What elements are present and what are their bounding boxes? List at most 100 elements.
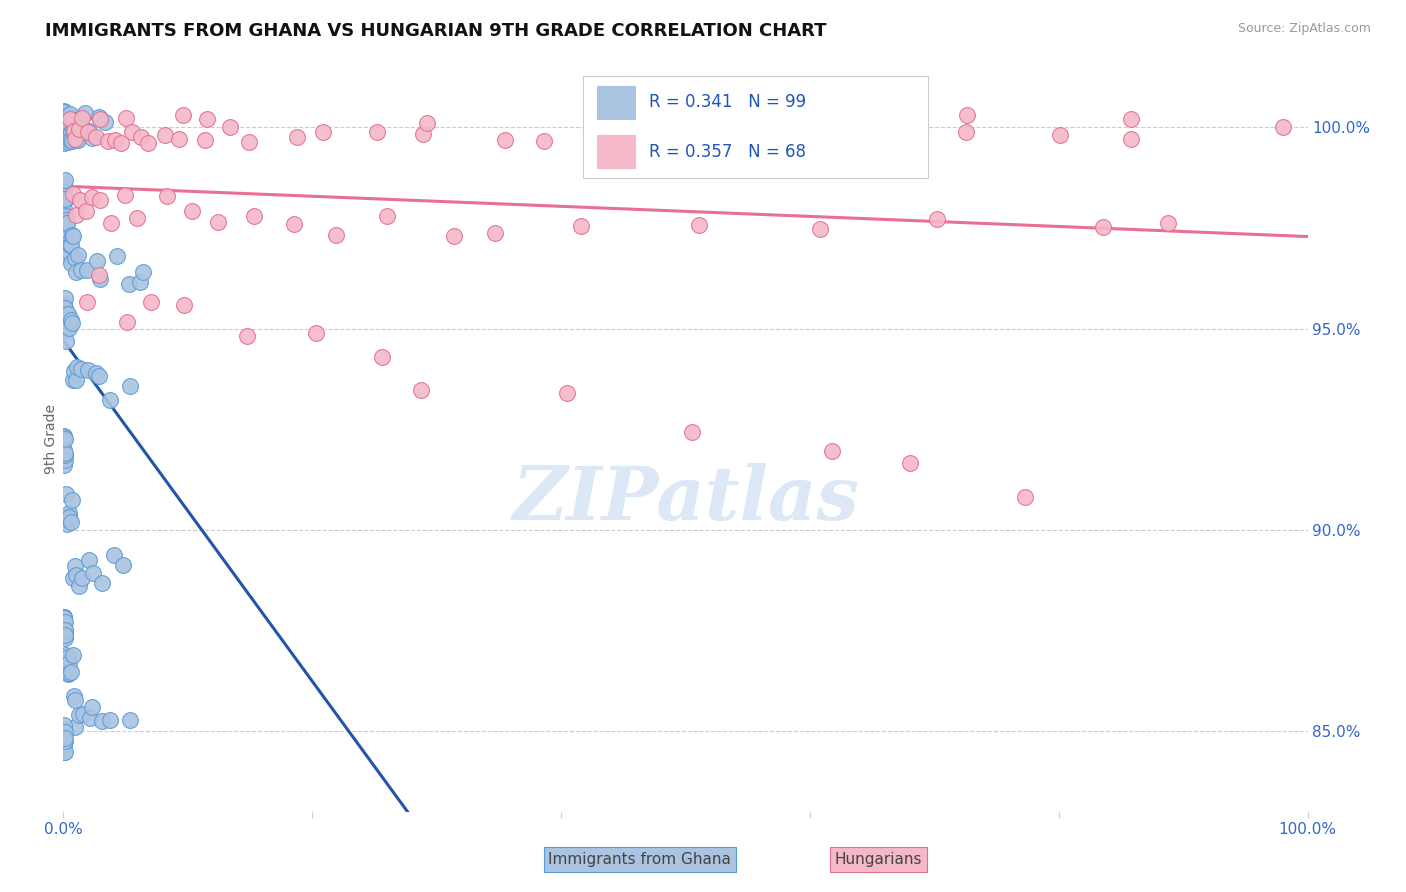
Point [305,326,328,340]
Point [118,378,141,392]
Point [53,132,76,146]
Point [53,609,76,624]
Point [53,116,76,130]
Point [53,631,76,645]
Point [56,129,79,144]
Point [67,708,90,723]
Point [1157,216,1180,230]
Point [62,648,84,662]
Point [66,248,89,262]
Point [817,128,839,142]
Point [72,707,94,722]
Point [53,732,76,747]
Point [53,297,76,311]
Point [53,211,76,226]
Point [118,277,141,291]
Point [53,609,76,624]
Point [55,487,77,501]
Point [53,309,76,323]
Point [89,369,111,384]
Point [79,711,101,725]
Point [53,120,76,134]
Point [62,571,84,585]
Point [55,216,77,230]
Point [53,512,76,526]
Point [53,185,76,199]
Point [325,227,347,242]
Point [53,118,76,132]
Point [53,611,76,625]
Point [242,209,264,223]
Point [89,111,111,125]
Point [53,115,76,129]
Point [67,120,90,134]
Point [52,177,75,191]
Point [58,119,80,133]
Point [100,216,122,230]
Point [55,659,77,673]
Point [129,129,152,144]
Point [1121,132,1143,146]
Point [76,263,98,277]
Point [52,443,75,458]
Point [66,130,89,145]
Point [569,219,592,234]
Point [53,448,76,462]
Point [59,237,82,252]
Point [56,660,79,674]
Point [55,334,77,348]
Point [53,432,76,446]
Point [84,366,107,380]
Point [70,262,93,277]
Point [1091,219,1114,234]
Point [118,713,141,727]
Point [53,128,76,142]
Point [97,134,120,148]
Point [91,714,114,729]
Point [76,363,98,377]
Point [56,667,79,681]
Point [114,188,136,202]
Point [76,294,98,309]
Point [56,508,79,523]
Point [702,127,724,141]
Point [59,133,82,147]
Point [53,113,76,128]
Point [59,127,82,141]
Point [956,108,979,122]
Point [55,114,77,128]
Point [59,312,82,326]
Point [494,133,516,147]
Point [53,112,76,127]
Point [52,104,75,119]
Point [218,120,240,134]
Point [56,517,79,532]
Point [59,125,82,139]
Point [98,393,121,408]
Point [53,313,76,327]
Point [955,125,977,139]
Point [207,215,229,229]
Point [53,734,76,748]
Point [58,510,80,524]
Point [110,136,132,150]
Text: R = 0.357   N = 68: R = 0.357 N = 68 [650,143,806,161]
Point [371,351,394,365]
Text: Source: ZipAtlas.com: Source: ZipAtlas.com [1237,22,1371,36]
Point [67,579,90,593]
Point [70,361,93,376]
Point [53,624,76,638]
Point [56,216,79,230]
Point [53,104,76,119]
Point [180,204,202,219]
Point [55,125,77,139]
Point [63,112,86,127]
Point [77,123,100,137]
Point [89,272,111,286]
Point [59,107,82,121]
Point [53,136,76,150]
Point [53,723,76,737]
Point [53,310,76,324]
Point [688,218,710,232]
Point [65,252,87,266]
